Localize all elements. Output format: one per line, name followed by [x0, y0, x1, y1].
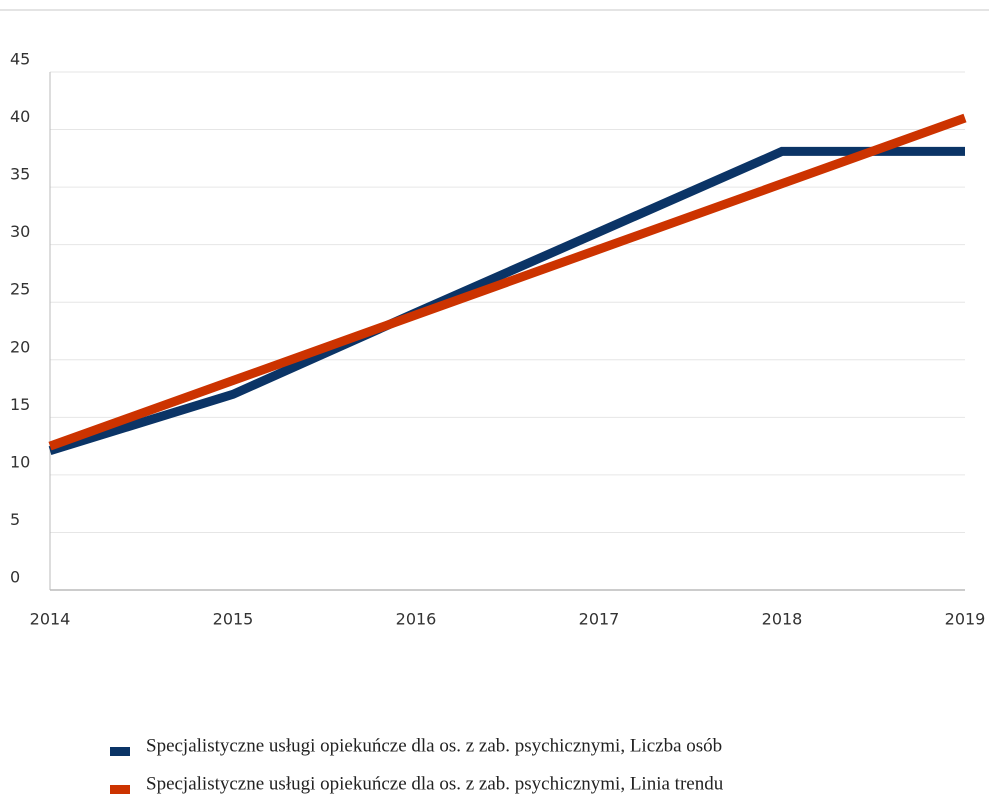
x-tick-label: 2017 [579, 610, 620, 629]
legend-swatch [110, 785, 130, 794]
y-tick-label: 5 [10, 510, 20, 529]
legend-label: Specjalistyczne usługi opiekuńcze dla os… [146, 773, 724, 794]
x-tick-label: 2015 [213, 610, 254, 629]
legend-swatch [110, 747, 130, 756]
y-tick-label: 20 [10, 337, 30, 356]
y-tick-label: 35 [10, 165, 30, 184]
x-tick-label: 2019 [945, 610, 986, 629]
y-tick-label: 0 [10, 568, 20, 587]
series-line [48, 146, 965, 456]
y-tick-label: 45 [10, 50, 30, 69]
legend-label: Specjalistyczne usługi opiekuńcze dla os… [146, 735, 722, 756]
x-tick-label: 2016 [396, 610, 437, 629]
y-tick-label: 10 [10, 452, 30, 471]
y-tick-label: 25 [10, 280, 30, 299]
x-tick-label: 2018 [762, 610, 803, 629]
x-tick-label: 2014 [30, 610, 71, 629]
y-tick-label: 40 [10, 107, 30, 126]
y-tick-label: 15 [10, 395, 30, 414]
series-line [48, 113, 967, 451]
y-tick-label: 30 [10, 222, 30, 241]
